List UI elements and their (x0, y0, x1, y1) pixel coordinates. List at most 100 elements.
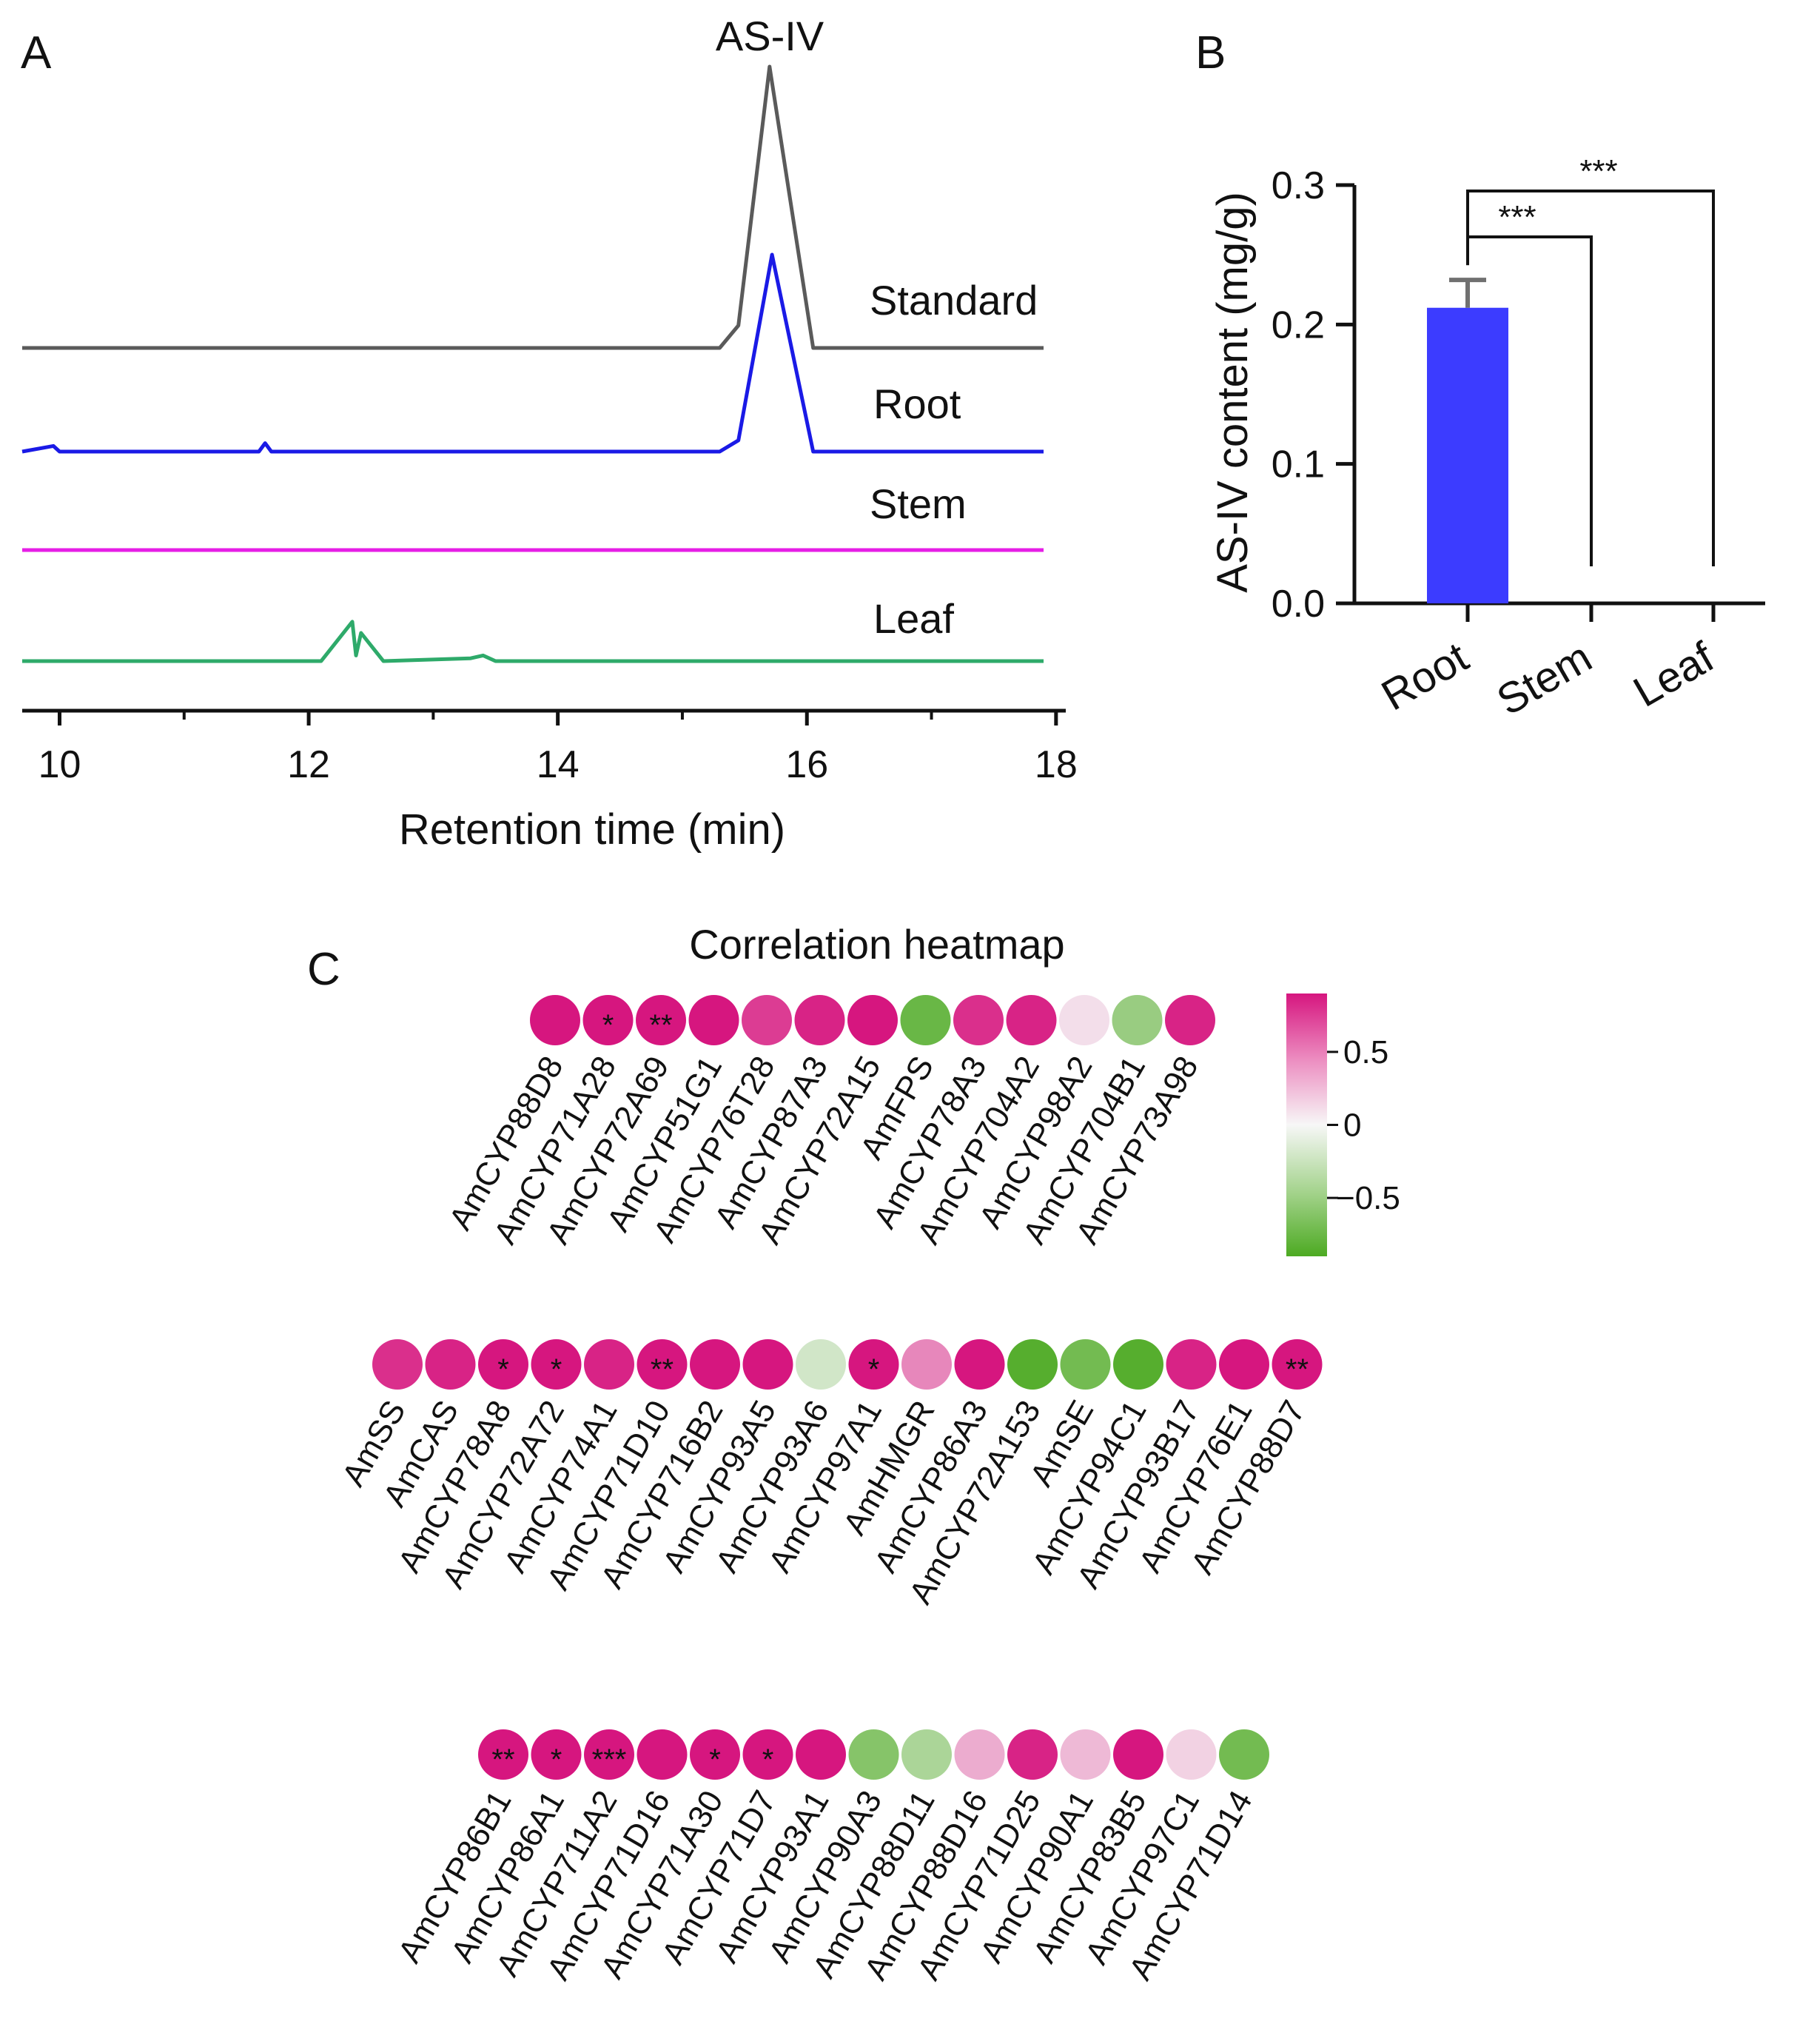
heatmap-cell (1272, 1339, 1323, 1390)
heatmap-cell-star: * (551, 1743, 562, 1776)
x-tick-label-12: 12 (287, 743, 330, 786)
content-bar-panel: 0.0 0.1 0.2 0.3 Root Stem Leaf *** *** AS-IV c… (1209, 153, 1765, 725)
heatmap-cell (848, 1729, 899, 1780)
heatmap-cell (742, 1729, 793, 1780)
y-tick-label-0.2: 0.2 (1272, 304, 1325, 346)
x-tick-label-14: 14 (537, 743, 580, 786)
heatmap-cell-star: ** (651, 1353, 674, 1386)
bar-root (1427, 307, 1508, 603)
heatmap-cell-star: ** (1286, 1353, 1309, 1386)
heatmap-cell-star: * (602, 1009, 614, 1042)
heatmap-cell (637, 1339, 688, 1390)
heatmap-title: Correlation heatmap (689, 921, 1064, 968)
heatmap-cell (1113, 1729, 1163, 1780)
trace-label-stem: Stem (870, 480, 967, 527)
heatmap-cell-star: * (868, 1353, 880, 1386)
heatmap-cell (584, 1339, 634, 1390)
heatmap-cell (1060, 1729, 1111, 1780)
trace-root (21, 252, 1044, 454)
trace-label-root: Root (873, 381, 961, 427)
trace-leaf (22, 620, 1044, 663)
x-tick-label-18: 18 (1035, 743, 1078, 786)
heatmap-cell (1059, 995, 1109, 1045)
heatmap-cell (531, 1339, 582, 1390)
panel-c-letter: C (307, 944, 340, 995)
colorbar (1286, 993, 1327, 1256)
heatmap-cell (742, 1339, 793, 1390)
heatmap-cell-star: * (551, 1353, 562, 1386)
heatmap-cell (1007, 1339, 1058, 1390)
sig-label-leaf: *** (1579, 153, 1617, 190)
heatmap-cell (953, 995, 1004, 1045)
heatmap-cell (478, 1729, 528, 1780)
heatmap-cell-star: ** (649, 1009, 672, 1042)
heatmap-cell (531, 1729, 582, 1780)
heatmap-cell (1219, 1729, 1269, 1780)
x-tick-label-root: Root (1374, 633, 1477, 720)
chromatogram-x-ticks: 10 12 14 16 18 (38, 711, 1078, 786)
bars (1427, 278, 1508, 603)
bar-x-ticks: Root Stem Leaf (1374, 603, 1722, 725)
heatmap-cell (636, 995, 686, 1045)
heatmap-cell (1219, 1339, 1269, 1390)
heatmap-cell (796, 1339, 846, 1390)
colorbar-tick-label: −0.5 (1336, 1180, 1400, 1216)
colorbar-tick-label: 0.5 (1343, 1034, 1388, 1070)
heatmap-cell (478, 1339, 528, 1390)
chromatogram-panel: Standard Root Stem Leaf 10 12 14 16 18 Retentio… (21, 13, 1078, 854)
heatmap-cell (690, 1729, 740, 1780)
heatmap-cell (901, 1339, 952, 1390)
heatmap-cell (1007, 1729, 1058, 1780)
trace-label-leaf: Leaf (873, 595, 954, 642)
x-tick-label-leaf: Leaf (1625, 633, 1722, 717)
heatmap-cell (530, 995, 580, 1045)
chromatogram-x-axis-title: Retention time (min) (399, 805, 785, 854)
chromatogram-traces (21, 64, 1044, 663)
heatmap-cell (637, 1729, 688, 1780)
heatmap-cell (690, 1339, 740, 1390)
heatmap-cell (582, 995, 634, 1045)
heatmap-cell (742, 995, 792, 1045)
heatmap-cell (1165, 995, 1215, 1045)
heatmap-cell (1112, 995, 1163, 1045)
heatmap-cell-star: ** (491, 1743, 514, 1776)
heatmap-cell (584, 1729, 634, 1780)
colorbar-ticks: 0.5 0 −0.5 (1327, 1034, 1400, 1216)
sig-bracket-leaf (1466, 190, 1715, 566)
x-tick-label-10: 10 (38, 743, 81, 786)
panel-a-letter: A (21, 27, 52, 78)
heatmap-cell (954, 1339, 1005, 1390)
heatmap-cell (1060, 1339, 1111, 1390)
heatmap-cell (847, 995, 898, 1045)
heatmap-cell (372, 1339, 423, 1390)
heatmap-cell (1166, 1339, 1217, 1390)
heatmap-cell-star: *** (592, 1743, 627, 1776)
y-tick-label-0.1: 0.1 (1272, 443, 1325, 486)
x-tick-label-16: 16 (785, 743, 828, 786)
heatmap-cell-star: * (709, 1743, 721, 1776)
heatmap-cell (954, 1729, 1005, 1780)
heatmap-cell (1166, 1729, 1217, 1780)
heatmap-cell (848, 1339, 899, 1390)
x-tick-label-stem: Stem (1489, 633, 1600, 725)
trace-label-standard: Standard (870, 277, 1038, 324)
trace-standard (22, 64, 1044, 350)
heatmap-cell (688, 995, 739, 1045)
y-tick-label-0.0: 0.0 (1272, 583, 1325, 626)
correlation-heatmap-panel: Correlation heatmap AmCYP88D8*AmCYP71A28… (335, 921, 1400, 1986)
heatmap-cell (900, 995, 951, 1045)
y-tick-label-0.3: 0.3 (1272, 164, 1325, 207)
significance-brackets: *** *** (1466, 153, 1715, 566)
bar-y-ticks: 0.0 0.1 0.2 0.3 (1272, 164, 1354, 626)
heatmap-cell-star: * (762, 1743, 774, 1776)
heatmap-cell (901, 1729, 952, 1780)
heatmap-cell (1113, 1339, 1163, 1390)
as-iv-peak-label: AS-IV (716, 13, 824, 59)
heatmap-cell (1006, 995, 1057, 1045)
heatmap-cell (796, 1729, 846, 1780)
heatmap-rows: AmCYP88D8*AmCYP71A28**AmCYP72A69AmCYP51G… (335, 995, 1323, 1986)
panel-b-letter: B (1195, 27, 1226, 78)
heatmap-cell (794, 995, 845, 1045)
colorbar-tick-label: 0 (1343, 1108, 1361, 1144)
